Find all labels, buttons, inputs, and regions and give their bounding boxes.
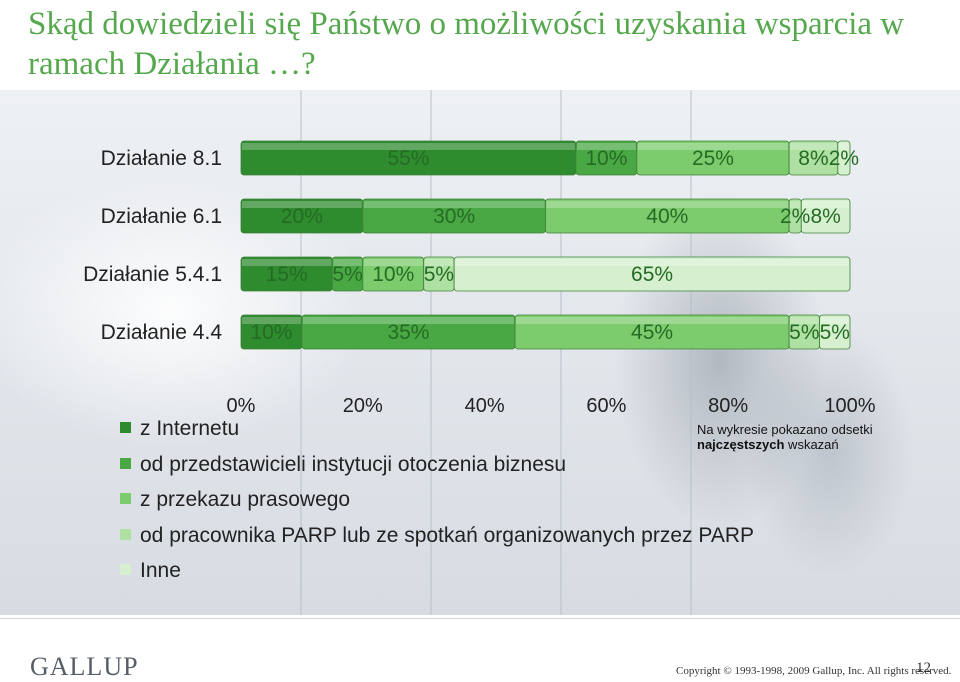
data-label: 10%: [585, 147, 627, 170]
legend-label: z Internetu: [140, 417, 240, 440]
footer-divider: [0, 618, 960, 619]
data-label: 10%: [250, 321, 292, 344]
x-tick-label: 60%: [586, 395, 626, 417]
data-label: 5%: [332, 263, 362, 286]
legend-label: od pracownika PARP lub ze spotkań organi…: [140, 524, 754, 547]
x-tick-label: 80%: [708, 395, 748, 417]
data-label: 10%: [372, 263, 414, 286]
bar-segment-highlight: [790, 317, 819, 324]
legend-item: Inne: [120, 558, 181, 584]
data-label: 55%: [387, 147, 429, 170]
data-label: 20%: [281, 205, 323, 228]
data-label: 65%: [631, 263, 673, 286]
bar-segment-highlight: [242, 317, 301, 324]
page-number: 12: [916, 660, 931, 676]
bar-segment-highlight: [790, 143, 837, 150]
legend-label: od przedstawicieli instytucji otoczenia …: [140, 453, 567, 476]
category-label: Działanie 6.1: [101, 205, 222, 228]
legend-item: od przedstawicieli instytucji otoczenia …: [120, 452, 566, 478]
category-label: Działanie 5.4.1: [83, 263, 222, 286]
bar-segment-highlight: [820, 317, 849, 324]
data-label: 40%: [646, 205, 688, 228]
x-tick-label: 100%: [824, 395, 875, 417]
data-label: 5%: [789, 321, 819, 344]
bar-segment-highlight: [576, 143, 636, 150]
gallup-logo: GALLUP: [30, 652, 139, 681]
data-label: 5%: [424, 263, 454, 286]
data-label: 25%: [692, 147, 734, 170]
segment-labels: 55% 10% 25% 8% 2%20% 30% 40% 2% 8%15% 5% 10% 5% 65%1…: [250, 147, 859, 344]
data-label: 8%: [810, 205, 840, 228]
bar-segment-highlight: [242, 143, 575, 150]
bar-segment: [453, 256, 851, 292]
bar-segment-highlight: [363, 259, 423, 266]
legend-swatch: [120, 492, 131, 504]
bar-segment-highlight: [838, 143, 849, 150]
bar-segment-highlight: [516, 317, 789, 324]
bar-segment: [800, 198, 851, 234]
legend-swatch: [120, 563, 131, 575]
legend-item: z przekazu prasowego: [120, 487, 350, 513]
bar-segment-highlight: [546, 201, 789, 208]
bar-segment-highlight: [424, 259, 454, 266]
note-rest: wskazań: [784, 437, 839, 452]
note-bold-word: najczęstszych: [697, 437, 785, 452]
legend-swatch: [120, 528, 131, 540]
chart-note: Na wykresie pokazano odsetki najczęstszy…: [697, 422, 873, 452]
data-label: 8%: [798, 147, 828, 170]
bar-segment-highlight: [333, 259, 362, 266]
legend-item: z Internetu: [120, 416, 239, 442]
legend-label: z przekazu prasowego: [140, 488, 351, 511]
data-label: 30%: [433, 205, 475, 228]
category-label: Działanie 8.1: [101, 147, 222, 170]
data-label: 35%: [387, 321, 429, 344]
data-label: 2%: [780, 205, 810, 228]
note-line-1: Na wykresie pokazano odsetki: [697, 422, 873, 437]
legend-item: od pracownika PARP lub ze spotkań organi…: [120, 523, 754, 549]
legend-label: Inne: [140, 559, 181, 582]
bar-segment-highlight: [242, 201, 362, 208]
bar-segment-highlight: [242, 259, 332, 266]
x-axis-ticks: 0% 20% 40% 60% 80% 100%: [227, 395, 876, 417]
bar-segment-highlight: [302, 317, 515, 324]
bar-segment-highlight: [790, 201, 801, 208]
category-labels: Działanie 8.1 Działanie 6.1 Działanie 5.4.…: [83, 147, 222, 344]
bar-segment-highlight: [363, 201, 545, 208]
x-tick-label: 20%: [343, 395, 383, 417]
x-tick-label: 40%: [465, 395, 505, 417]
category-label: Działanie 4.4: [101, 321, 223, 344]
note-line-2: najczęstszych wskazań: [697, 437, 873, 452]
legend-swatch: [120, 421, 131, 433]
bar-segment-highlight: [802, 201, 849, 208]
bar-segment: [837, 140, 851, 176]
bar-segment: [819, 314, 851, 350]
bar-segment-highlight: [637, 143, 789, 150]
background-photo: [0, 90, 960, 615]
bar-segment-highlight: [455, 259, 849, 266]
data-label: 45%: [631, 321, 673, 344]
bars: [240, 140, 851, 350]
data-label: 5%: [820, 321, 850, 344]
copyright-text: Copyright © 1993-1998, 2009 Gallup, Inc.…: [676, 665, 952, 677]
legend-swatch: [120, 457, 131, 469]
slide-title: Skąd dowiedzieli się Państwo o możliwośc…: [28, 6, 905, 82]
data-label: 15%: [266, 263, 308, 286]
data-label: 2%: [829, 147, 859, 170]
x-tick-label: 0%: [227, 395, 256, 417]
